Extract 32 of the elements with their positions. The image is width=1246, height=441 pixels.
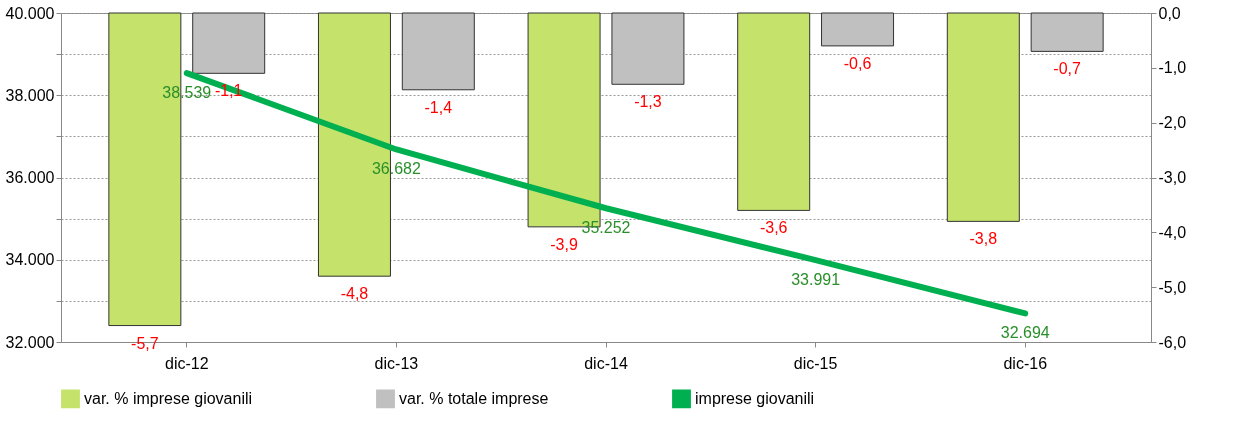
x-tick-label: dic-14 (584, 354, 628, 372)
y2-tick-label: 0,0 (1158, 4, 1181, 22)
data-label: 35.252 (581, 219, 631, 237)
y-tick-label: 32.000 (5, 333, 55, 351)
data-label: -3,6 (759, 219, 788, 237)
data-label: 32.694 (1000, 324, 1050, 342)
y-tick-label: 38.000 (5, 86, 55, 104)
x-tick-label: dic-13 (374, 354, 419, 372)
data-label: -0,7 (1053, 60, 1082, 78)
y-tick-label: 34.000 (5, 251, 55, 269)
data-label: -3,9 (550, 235, 578, 253)
legend-label: imprese giovanili (695, 389, 815, 407)
data-label: -1,4 (424, 98, 453, 116)
y2-tick-label: -2,0 (1158, 114, 1187, 132)
x-tick-label: dic-16 (1003, 354, 1048, 372)
legend-label: var. % totale imprese (399, 389, 549, 407)
y-tick-label: 40.000 (5, 4, 55, 22)
data-label: 33.991 (791, 271, 841, 289)
y2-tick-label: -5,0 (1158, 278, 1187, 296)
legend-label: var. % imprese giovanili (84, 389, 253, 407)
x-tick-label: dic-12 (164, 354, 209, 372)
y-tick-label: 36.000 (5, 169, 55, 186)
data-label: -4,8 (340, 285, 369, 303)
data-label: -0,6 (843, 54, 872, 72)
data-label: -1,3 (634, 93, 662, 111)
y2-tick-label: -6,0 (1158, 333, 1187, 351)
y2-tick-label: -4,0 (1158, 223, 1187, 241)
y2-tick-label: -3,0 (1158, 169, 1187, 186)
data-label: -5,7 (131, 334, 159, 352)
y2-tick-label: -1,0 (1158, 59, 1187, 77)
x-tick-label: dic-15 (793, 354, 838, 372)
data-label: -3,8 (969, 230, 998, 248)
